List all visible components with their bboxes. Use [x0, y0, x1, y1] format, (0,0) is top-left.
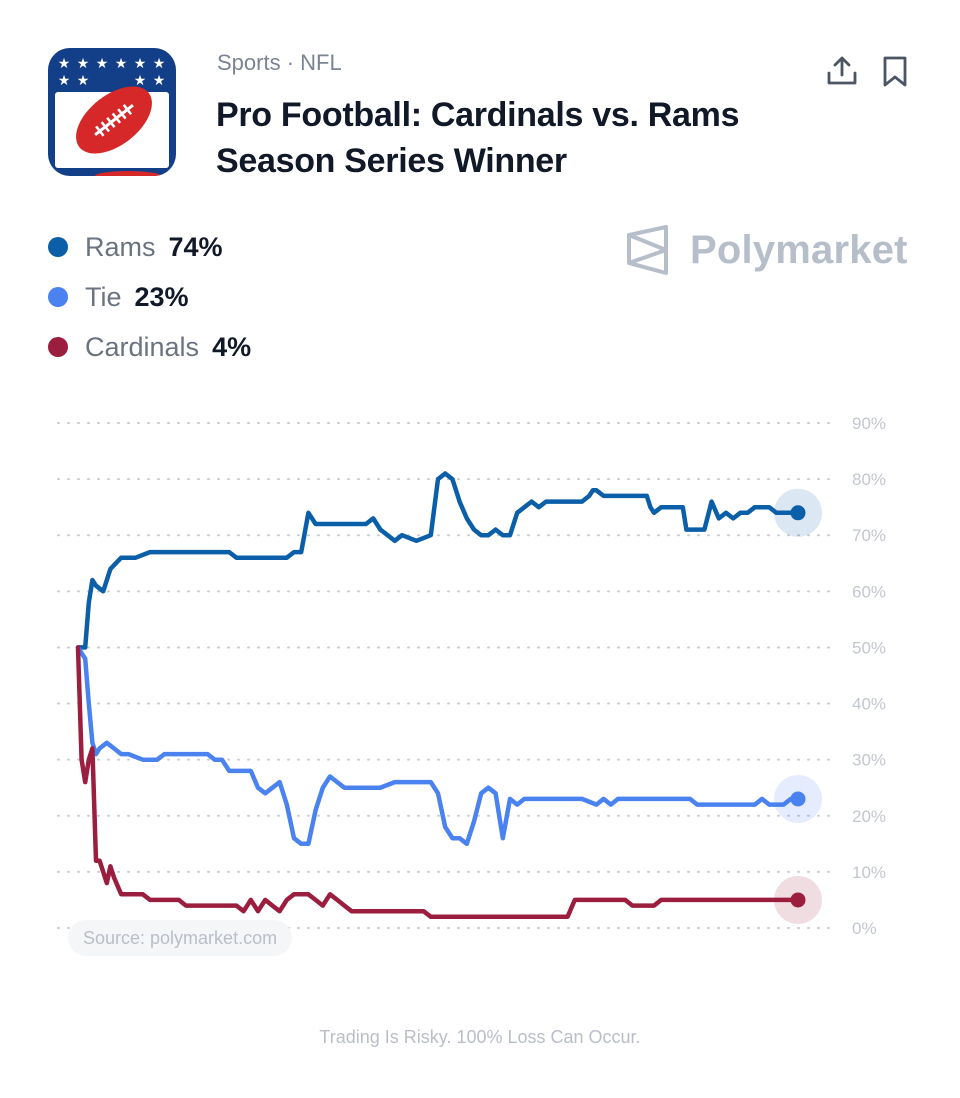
svg-text:★: ★ — [134, 56, 147, 72]
y-tick-label: 40% — [852, 695, 886, 714]
y-tick-label: 90% — [852, 414, 886, 433]
series-line-rams — [75, 471, 801, 650]
share-icon — [827, 56, 857, 85]
market-app-icon: ★ ★ ★ ★ ★ ★ ★ ★ ★ ★ — [48, 48, 176, 176]
bookmark-icon — [883, 56, 907, 87]
legend-value: 23% — [134, 281, 189, 312]
legend-value: 74% — [168, 231, 223, 262]
chart-legend: Rams 74% Tie 23% Cardinals 4% — [48, 222, 251, 372]
share-button[interactable] — [825, 54, 859, 88]
legend-item-rams: Rams 74% — [48, 222, 251, 272]
y-tick-label: 10% — [852, 863, 886, 882]
svg-text:★: ★ — [153, 56, 166, 72]
y-tick-label: 50% — [852, 638, 886, 657]
y-tick-label: 30% — [852, 751, 886, 770]
source-label: Source: polymarket.com — [68, 920, 293, 956]
series-line-tie — [75, 645, 801, 847]
svg-text:★: ★ — [77, 73, 90, 89]
legend-dot — [48, 287, 68, 307]
svg-text:★: ★ — [96, 56, 109, 72]
svg-text:★: ★ — [58, 56, 71, 72]
bookmark-button[interactable] — [880, 54, 910, 88]
svg-text:★: ★ — [153, 73, 166, 89]
brand-name: Polymarket — [690, 227, 908, 272]
market-title: Pro Football: Cardinals vs. Rams Season … — [216, 96, 740, 180]
series-line-cardinals — [75, 645, 801, 920]
legend-name: Tie — [85, 281, 122, 312]
y-tick-label: 80% — [852, 470, 886, 489]
polymarket-brand: Polymarket — [626, 225, 908, 275]
y-tick-label: 0% — [852, 919, 877, 938]
polymarket-logo-icon — [627, 225, 668, 275]
svg-text:★: ★ — [58, 73, 71, 89]
legend-name: Cardinals — [85, 331, 200, 362]
legend-dot — [48, 337, 68, 357]
legend-name: Rams — [85, 231, 156, 262]
legend-item-cardinals: Cardinals 4% — [48, 322, 251, 372]
legend-dot — [48, 237, 68, 257]
y-tick-label: 60% — [852, 582, 886, 601]
legend-item-tie: Tie 23% — [48, 272, 251, 322]
series-end-point[interactable] — [790, 892, 806, 908]
y-tick-label: 20% — [852, 807, 886, 826]
y-tick-label: 70% — [852, 526, 886, 545]
series-end-point[interactable] — [790, 791, 806, 807]
legend-value: 4% — [212, 331, 252, 362]
series-end-point[interactable] — [790, 505, 806, 521]
svg-text:★: ★ — [77, 56, 90, 72]
market-category[interactable]: Sports · NFL — [217, 50, 342, 75]
risk-disclaimer: Trading Is Risky. 100% Loss Can Occur. — [319, 1027, 641, 1047]
svg-text:★: ★ — [134, 73, 147, 89]
price-history-chart: 0% 10% 20% 30% 40% 50% 60% 70% 80% 90% — [57, 414, 886, 938]
svg-text:★: ★ — [115, 56, 128, 72]
